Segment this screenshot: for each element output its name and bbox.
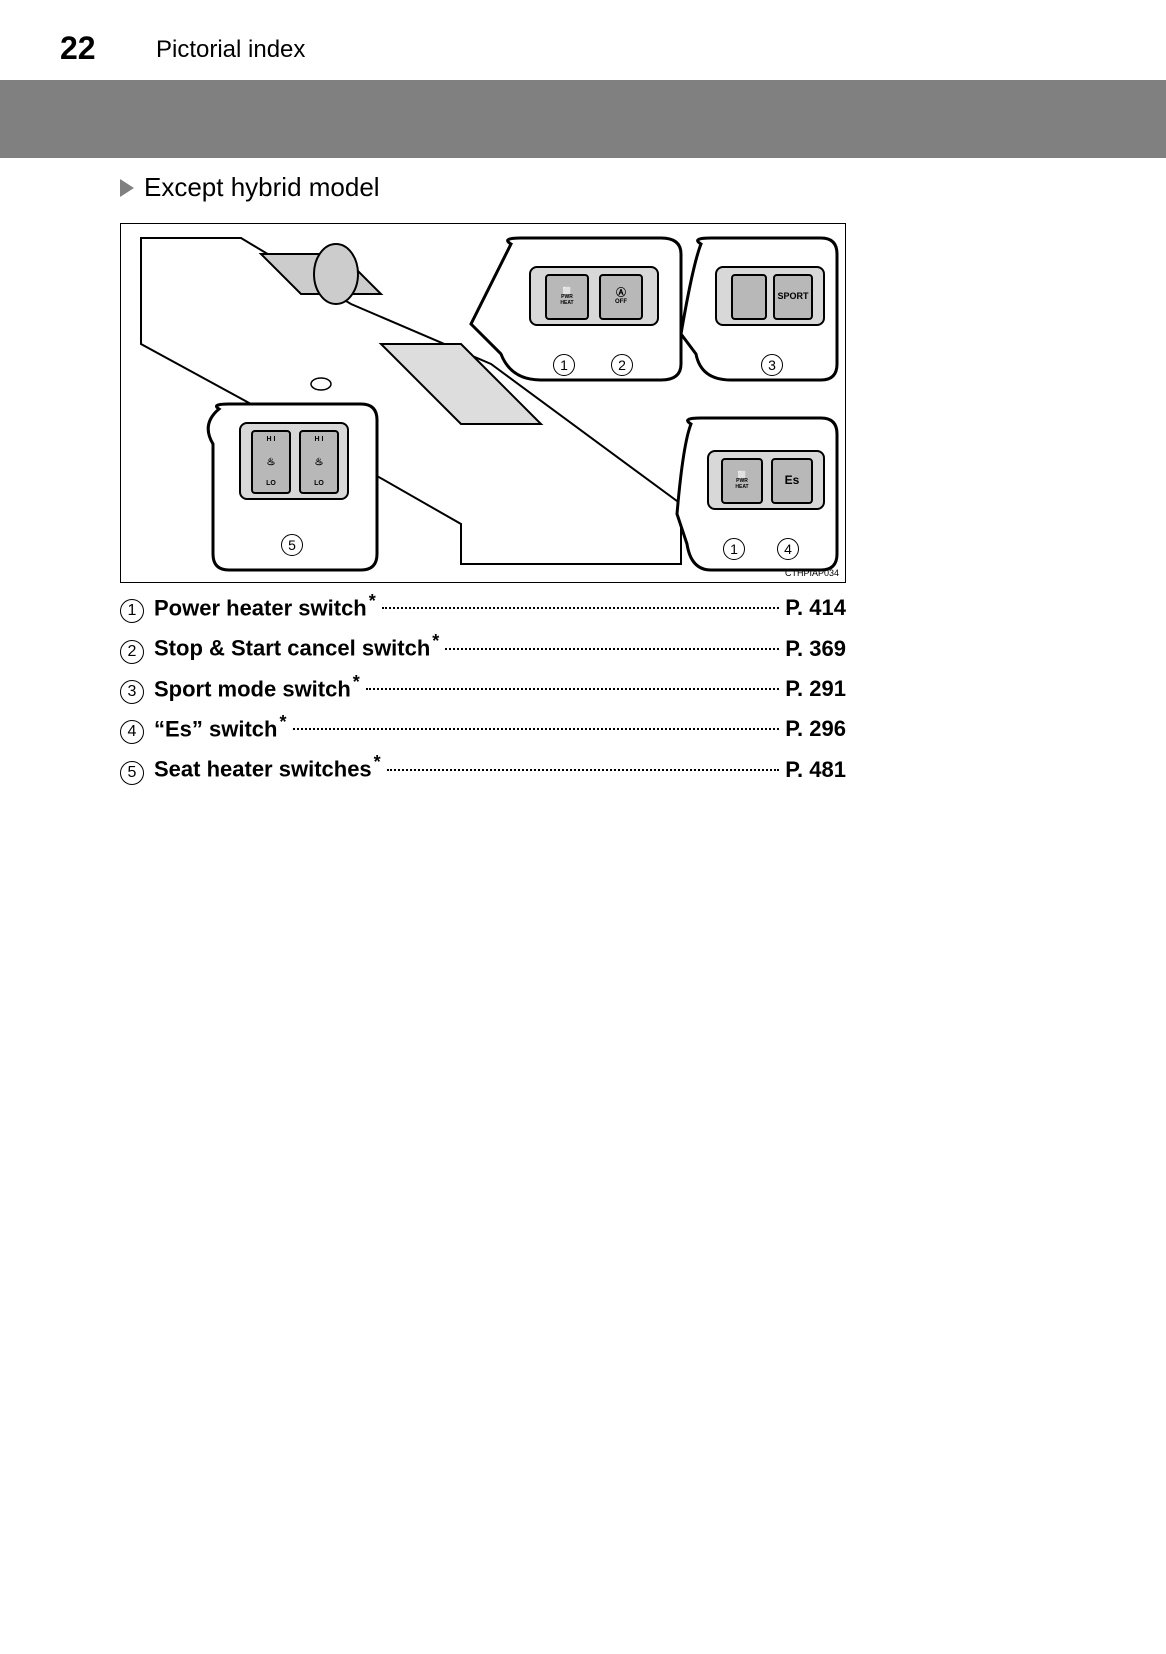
figure-code: CTHPIAP034 bbox=[785, 568, 839, 578]
pwrheat2-line3: HEAT bbox=[735, 485, 748, 491]
button-pwr-heat-1: ⬜ PWR HEAT bbox=[545, 274, 589, 320]
index-page-2: P. 369 bbox=[785, 636, 846, 662]
index-num-1: 1 bbox=[120, 599, 144, 623]
dots bbox=[387, 769, 780, 771]
index-page-1: P. 414 bbox=[785, 595, 846, 621]
panel-pwrheat-es: ⬜ PWR HEAT Es bbox=[707, 450, 825, 510]
button-seat-heat-left: H I ♨ LO bbox=[251, 430, 291, 494]
index-label-2: Stop & Start cancel switch* bbox=[154, 631, 439, 661]
seat-r-lo: LO bbox=[314, 480, 324, 488]
index-row-1: 1 Power heater switch* P. 414 bbox=[120, 591, 846, 623]
aoff-line2: OFF bbox=[615, 299, 627, 306]
dots bbox=[293, 728, 780, 730]
seat-l-hi: H I bbox=[267, 436, 276, 444]
seat-l-lo: LO bbox=[266, 480, 276, 488]
button-a-off: Ⓐ OFF bbox=[599, 274, 643, 320]
callout-5: 5 bbox=[281, 534, 303, 556]
callout-4: 4 bbox=[777, 538, 799, 560]
panel-seat-heaters: H I ♨ LO H I ♨ LO bbox=[239, 422, 349, 500]
index-num-4: 4 bbox=[120, 720, 144, 744]
callout-1b: 1 bbox=[723, 538, 745, 560]
dots bbox=[382, 607, 779, 609]
pwrheat-line3: HEAT bbox=[560, 301, 573, 307]
subheading-text: Except hybrid model bbox=[144, 172, 380, 203]
callout-3: 3 bbox=[761, 354, 783, 376]
aoff-line1: Ⓐ bbox=[616, 288, 626, 299]
index-label-1: Power heater switch* bbox=[154, 591, 376, 621]
triangle-icon bbox=[120, 179, 134, 197]
es-label: Es bbox=[785, 474, 800, 487]
page-header: 22 Pictorial index bbox=[0, 0, 1166, 160]
index-row-2: 2 Stop & Start cancel switch* P. 369 bbox=[120, 631, 846, 663]
index-label-3: Sport mode switch* bbox=[154, 672, 360, 702]
page-number: 22 bbox=[60, 30, 96, 67]
panel-pwrheat-aoff: ⬜ PWR HEAT Ⓐ OFF bbox=[529, 266, 659, 326]
figure-box: ⬜ PWR HEAT Ⓐ OFF 1 2 SPORT 3 H I ♨ LO bbox=[120, 223, 846, 583]
index-list: 1 Power heater switch* P. 414 2 Stop & S… bbox=[120, 591, 846, 785]
index-page-5: P. 481 bbox=[785, 757, 846, 783]
button-sport: SPORT bbox=[773, 274, 813, 320]
index-num-3: 3 bbox=[120, 680, 144, 704]
sport-label: SPORT bbox=[777, 292, 808, 302]
callout-1a: 1 bbox=[553, 354, 575, 376]
index-num-2: 2 bbox=[120, 640, 144, 664]
button-seat-heat-right: H I ♨ LO bbox=[299, 430, 339, 494]
header-gray-bar bbox=[0, 80, 1166, 158]
subheading-row: Except hybrid model bbox=[120, 172, 1046, 203]
seat-r-hi: H I bbox=[315, 436, 324, 444]
index-row-5: 5 Seat heater switches* P. 481 bbox=[120, 752, 846, 784]
button-pwr-heat-2: ⬜ PWR HEAT bbox=[721, 458, 763, 504]
callout-2: 2 bbox=[611, 354, 633, 376]
index-page-3: P. 291 bbox=[785, 676, 846, 702]
dots bbox=[366, 688, 779, 690]
index-label-5: Seat heater switches* bbox=[154, 752, 381, 782]
button-es: Es bbox=[771, 458, 813, 504]
dots bbox=[445, 648, 779, 650]
index-row-3: 3 Sport mode switch* P. 291 bbox=[120, 672, 846, 704]
section-title: Pictorial index bbox=[156, 36, 305, 64]
index-page-4: P. 296 bbox=[785, 716, 846, 742]
panel-sport: SPORT bbox=[715, 266, 825, 326]
index-row-4: 4 “Es” switch* P. 296 bbox=[120, 712, 846, 744]
button-sport-blank bbox=[731, 274, 767, 320]
index-label-4: “Es” switch* bbox=[154, 712, 287, 742]
index-num-5: 5 bbox=[120, 761, 144, 785]
content-area: Except hybrid model ⬜ PWR HEAT Ⓐ bbox=[0, 160, 1166, 785]
